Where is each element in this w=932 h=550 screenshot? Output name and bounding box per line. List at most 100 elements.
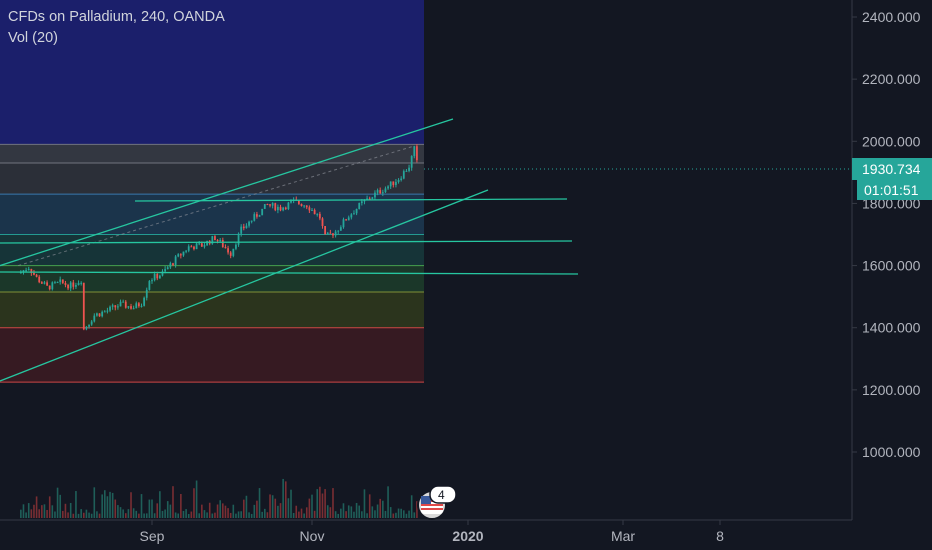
volume-bar [172, 486, 174, 518]
volume-bar [410, 495, 413, 518]
volume-bar [311, 494, 313, 518]
volume-bar [72, 513, 75, 518]
candle-body [143, 297, 146, 306]
volume-bar [284, 481, 287, 518]
volume-bar [269, 494, 271, 518]
horizontal-line[interactable] [0, 240, 573, 244]
volume-bar [371, 506, 374, 518]
volume-bar [298, 511, 300, 518]
volume-bar [77, 513, 80, 518]
candle-body [300, 203, 303, 207]
candle-body [119, 301, 122, 307]
candle-body [169, 263, 172, 268]
volume-bar [219, 500, 221, 518]
volume-bar [379, 498, 381, 518]
time-axis[interactable]: Sep Nov 2020 Mar 8 [140, 520, 725, 544]
volume-bar [345, 511, 347, 518]
candle-body [339, 227, 342, 231]
candle-body [324, 225, 327, 235]
candle-body [326, 232, 329, 235]
volume-bar [382, 500, 384, 518]
volume-bar [232, 504, 235, 518]
volume-bar [292, 512, 295, 518]
volume-bar [182, 510, 185, 518]
volume-bar [106, 496, 109, 518]
fib-trend-line[interactable] [18, 145, 415, 267]
candle-body [353, 213, 355, 215]
candle-body [374, 192, 376, 198]
volume-bar [308, 498, 311, 518]
candle-body [263, 204, 266, 209]
economic-events-marker[interactable]: 4 [417, 485, 457, 520]
volume-bar [187, 513, 190, 518]
candle-body [250, 220, 253, 222]
volume-bar [90, 513, 93, 518]
time-tick-label: Mar [611, 528, 635, 544]
candle-body [106, 310, 109, 312]
volume-bar [190, 511, 193, 518]
candle-body [124, 301, 127, 308]
candle-body [101, 311, 104, 317]
volume-bar [114, 499, 117, 518]
volume-bar [198, 513, 201, 518]
volume-bar [282, 478, 284, 518]
volume-bar [329, 507, 332, 518]
candle-body [395, 181, 397, 186]
channel-lower-line[interactable] [0, 189, 489, 382]
candle-body [103, 311, 106, 313]
candle-body [193, 246, 195, 250]
volume-bar [376, 504, 379, 518]
candle-body [303, 205, 306, 207]
volume-bar [88, 512, 90, 518]
volume-bar [258, 488, 261, 518]
fib-zone [0, 327, 424, 383]
volume-bar [83, 512, 85, 518]
volume-bar [43, 504, 46, 518]
candle-body [43, 282, 46, 284]
volume-bar [177, 513, 180, 518]
candle-body [227, 248, 229, 253]
volume-bar [248, 512, 250, 518]
volume-bar [153, 513, 156, 518]
candle-body [22, 270, 25, 272]
candle-body [305, 205, 308, 208]
candle-body [122, 301, 125, 303]
volume-bar [413, 512, 416, 518]
candle-body [179, 254, 182, 256]
candle-body [61, 279, 64, 284]
horizontal-line[interactable] [0, 271, 579, 275]
price-tick-label: 2200.000 [862, 71, 921, 87]
candle-body [177, 254, 180, 257]
candle-body [316, 213, 319, 215]
horizontal-line[interactable] [134, 198, 568, 202]
candle-body [54, 282, 56, 284]
volume-bar [98, 513, 101, 518]
volume-bar [245, 495, 248, 518]
volume-bar [109, 491, 111, 518]
candle-body [256, 214, 258, 217]
candle-body [98, 313, 101, 317]
fibonacci-retracement-zones[interactable] [0, 0, 424, 383]
volume-bar [240, 511, 242, 518]
price-tick-label: 1600.000 [862, 258, 921, 274]
volume-bar [206, 512, 208, 518]
volume-bar [30, 509, 33, 518]
volume-bar [405, 513, 408, 518]
volume-bar [287, 498, 290, 518]
volume-bar [389, 507, 392, 518]
candle-body [96, 313, 98, 316]
volume-bar [166, 501, 169, 518]
time-tick-label: Nov [300, 528, 325, 544]
candle-body [400, 178, 403, 181]
volume-bar [127, 509, 130, 518]
trendline-drawings[interactable] [0, 118, 852, 382]
volume-bar [132, 508, 135, 518]
candle-body [318, 213, 321, 219]
volume-indicator-label[interactable]: Vol (20) [8, 30, 58, 46]
price-tick-label: 1000.000 [862, 444, 921, 460]
last-price-label-bg [852, 158, 932, 180]
volume-bar [256, 500, 258, 518]
channel-upper-line[interactable] [0, 118, 454, 267]
symbol-title[interactable]: CFDs on Palladium, 240, OANDA [8, 9, 225, 25]
